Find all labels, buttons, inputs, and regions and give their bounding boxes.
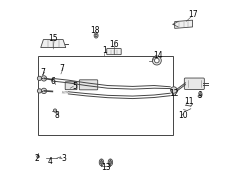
Ellipse shape xyxy=(198,95,201,97)
Text: 13: 13 xyxy=(101,163,111,172)
Text: 11: 11 xyxy=(184,97,194,106)
Circle shape xyxy=(37,76,42,80)
Text: 2: 2 xyxy=(35,154,40,163)
Polygon shape xyxy=(175,20,193,28)
Text: 6: 6 xyxy=(51,77,56,86)
Ellipse shape xyxy=(109,161,112,164)
Text: 17: 17 xyxy=(188,10,197,19)
Ellipse shape xyxy=(100,161,103,164)
Text: 8: 8 xyxy=(54,111,59,120)
FancyBboxPatch shape xyxy=(79,80,98,90)
Bar xyxy=(38,56,173,135)
Text: 16: 16 xyxy=(109,40,119,49)
Text: 9: 9 xyxy=(197,91,202,100)
Text: 15: 15 xyxy=(48,34,58,43)
Ellipse shape xyxy=(108,159,113,166)
Text: 3: 3 xyxy=(61,154,66,163)
Circle shape xyxy=(37,155,39,158)
Circle shape xyxy=(152,56,161,65)
Text: 10: 10 xyxy=(178,111,188,120)
Text: 4: 4 xyxy=(47,157,52,166)
Text: 14: 14 xyxy=(153,51,163,60)
FancyBboxPatch shape xyxy=(107,49,121,55)
Circle shape xyxy=(41,88,47,94)
Ellipse shape xyxy=(94,33,98,38)
Text: 18: 18 xyxy=(91,26,100,35)
Text: 12: 12 xyxy=(169,89,179,98)
Circle shape xyxy=(53,109,57,112)
Circle shape xyxy=(37,89,42,93)
Circle shape xyxy=(41,76,47,81)
Text: 1: 1 xyxy=(102,46,107,55)
FancyBboxPatch shape xyxy=(184,78,204,89)
Circle shape xyxy=(171,87,177,93)
Circle shape xyxy=(154,58,159,63)
Text: 5: 5 xyxy=(72,82,77,91)
FancyBboxPatch shape xyxy=(65,82,77,90)
Text: 7: 7 xyxy=(40,68,45,77)
Text: 7: 7 xyxy=(60,64,65,73)
Polygon shape xyxy=(41,40,66,48)
Ellipse shape xyxy=(99,159,104,166)
Ellipse shape xyxy=(95,34,97,37)
